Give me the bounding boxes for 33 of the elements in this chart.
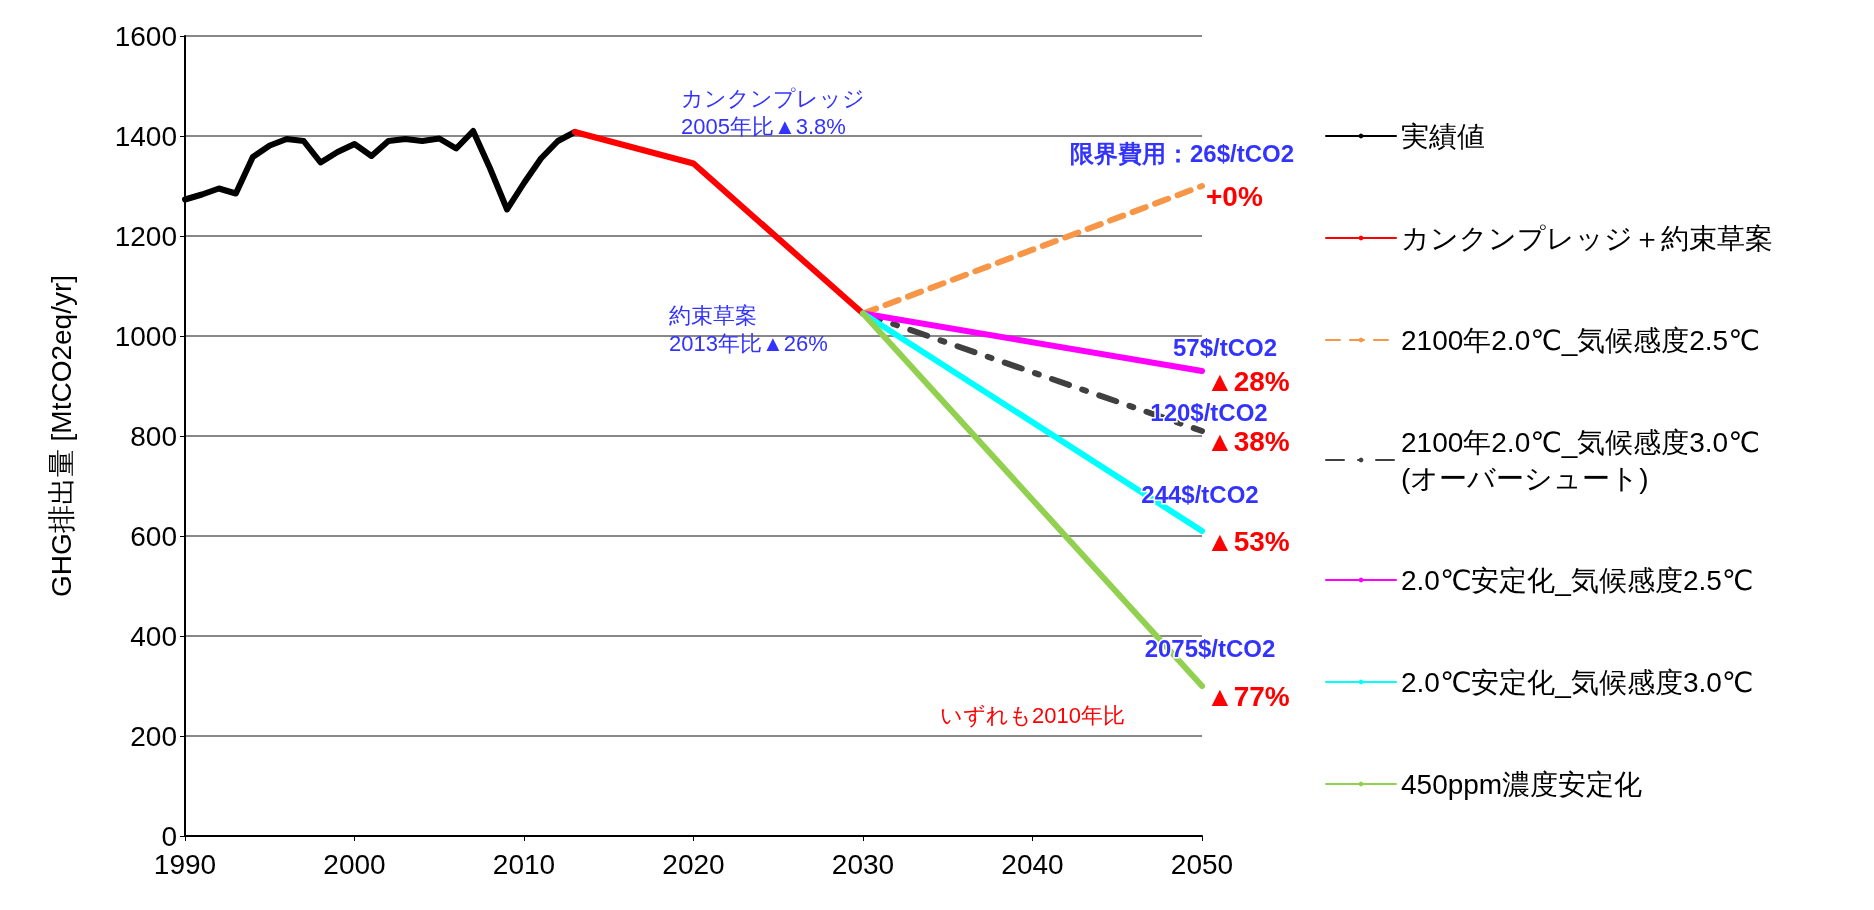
text: ▲38% <box>1206 425 1290 457</box>
annotation: 限界費用：26$/tCO2 <box>1069 139 1295 167</box>
annotation: 57$/tCO2 <box>1172 333 1278 361</box>
annotation: いずれも2010年比 <box>940 702 1125 728</box>
x-tick-label: 2020 <box>662 848 725 880</box>
y-tick-label: 600 <box>130 520 177 552</box>
legend-label: 2.0℃安定化_気候感度3.0℃ <box>1401 666 1754 698</box>
y-tick-label: 1600 <box>114 20 177 52</box>
y-tick-label: 400 <box>130 620 177 652</box>
text: ▲77% <box>1206 680 1290 712</box>
text: ▲53% <box>1206 525 1290 557</box>
text: ▲28% <box>1206 365 1290 397</box>
x-tick-label: 2030 <box>831 848 895 880</box>
annotation: 120$/tCO2 <box>1150 398 1268 426</box>
x-tick-label: 2000 <box>323 848 386 880</box>
legend-label: 2100年2.0℃_気候感度2.5℃ <box>1401 324 1760 356</box>
y-axis-title: GHG排出量 [MtCO2eq/yr] <box>45 274 77 598</box>
y-tick-label: 200 <box>130 720 177 752</box>
legend-label: 2.0℃安定化_気候感度2.5℃ <box>1401 564 1754 596</box>
x-tick-label: 2040 <box>1001 848 1064 880</box>
annotation: カンクンプレッジ 2005年比▲3.8% <box>681 85 865 139</box>
x-tick-label: 2010 <box>492 848 556 880</box>
legend-label: 2100年2.0℃_気候感度3.0℃ (オーバーシュート) <box>1401 426 1760 494</box>
legend-label: カンクンプレッジ＋約束草案 <box>1401 222 1773 254</box>
y-tick-label: 1400 <box>114 120 177 152</box>
text: +0% <box>1206 180 1263 212</box>
y-tick-label: 800 <box>130 420 177 452</box>
legend-label: 実績値 <box>1401 120 1485 152</box>
y-tick-label: 1000 <box>114 320 177 352</box>
x-tick-label: 2050 <box>1170 848 1234 880</box>
legend-label: 450ppm濃度安定化 <box>1401 768 1643 800</box>
annotation: 約束草案 2013年比▲26% <box>669 302 828 356</box>
y-tick-label: 1200 <box>114 220 177 252</box>
